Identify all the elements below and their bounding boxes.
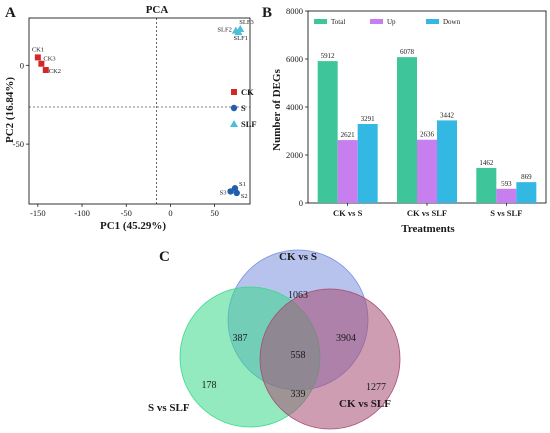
bar-up — [496, 188, 517, 203]
bar-legend: Total Up Down — [314, 18, 461, 26]
bar-legend-swatch-total — [314, 19, 327, 24]
pca-x-axis-title: PC1 (45.29%) — [100, 220, 166, 232]
pca-point-label: CK2 — [49, 68, 61, 75]
pca-x-tick-label: -50 — [121, 208, 132, 218]
pca-x-tick-label: 50 — [210, 208, 219, 218]
pca-point-ck1 — [34, 54, 41, 61]
bar-x-tick-label: S vs SLF — [490, 208, 522, 218]
bar-value-label: 2621 — [341, 131, 356, 139]
pca-legend-label: SLF — [241, 119, 257, 129]
bar-legend-swatch-up — [370, 19, 383, 24]
bar-value-label: 3442 — [440, 111, 455, 119]
pca-point-label: SLF2 — [217, 27, 231, 34]
pca-point-label: SLF1 — [234, 35, 248, 42]
bar-up — [337, 140, 358, 203]
pca-point-s2 — [233, 189, 240, 197]
pca-x-tick-label: -150 — [30, 208, 46, 218]
bar-legend-label: Down — [443, 18, 461, 26]
pca-point-ck3 — [38, 60, 45, 67]
pca-legend-marker-slf — [230, 120, 238, 127]
pca-y-tick-label: 0 — [20, 60, 24, 70]
pca-y-tick-label: -50 — [13, 139, 24, 149]
bar-x-axis-title: Treatments — [401, 223, 455, 235]
venn-region-count: 558 — [291, 350, 306, 361]
pca-panel: A PCA -150 -100 -50 0 50 -50 0 PC1 (45.29%) P… — [4, 4, 257, 232]
bar-value-label: 593 — [501, 180, 512, 188]
bar-total — [397, 57, 417, 204]
panel-letter-c: C — [159, 249, 170, 265]
pca-legend-label: S — [241, 103, 246, 113]
bar-x-tick-label: CK vs SLF — [407, 208, 447, 218]
venn-circle — [259, 288, 401, 430]
bar-up — [417, 139, 437, 203]
pca-point-ck2 — [42, 67, 49, 74]
pca-legend-marker-s — [230, 104, 238, 112]
pca-title: PCA — [146, 4, 169, 16]
pca-x-tick-label: -100 — [74, 208, 90, 218]
bar-legend-swatch-down — [426, 19, 439, 24]
venn-diagram: CK vs S S vs SLF CK vs SLF 1063 178 1277 387 39… — [148, 249, 401, 430]
bar-legend-label: Total — [331, 18, 345, 26]
pca-legend: CK S SLF — [230, 87, 257, 129]
bar-total — [476, 167, 497, 203]
pca-point-slf1 — [234, 28, 243, 36]
venn-region-count: 178 — [202, 380, 217, 391]
pca-x-tick-label: 0 — [168, 208, 172, 218]
bar-y-axis-title: Number of DEGs — [271, 68, 283, 150]
bar-y-ticks: 0 2000 4000 6000 8000 — [286, 6, 308, 208]
bar-value-label: 5912 — [321, 52, 336, 60]
bar-value-label: 869 — [521, 173, 532, 181]
pca-point-label: S1 — [239, 181, 246, 188]
bar-bars: 5912 2621 3291 6078 2636 3442 1462 593 869 — [317, 48, 537, 204]
pca-point-label: CK3 — [43, 56, 55, 63]
venn-set-label: CK vs S — [279, 251, 317, 263]
bar-y-tick-label: 4000 — [286, 102, 303, 112]
pca-legend-label: CK — [241, 87, 254, 97]
pca-legend-marker-ck — [231, 89, 237, 95]
pca-y-ticks: -50 0 — [13, 60, 29, 149]
venn-region-count: 3904 — [336, 333, 356, 344]
pca-point-label: S2 — [241, 193, 248, 200]
panel-letter-a: A — [5, 5, 16, 21]
bar-y-tick-label: 6000 — [286, 54, 303, 64]
bar-x-tick-label: CK vs S — [333, 208, 363, 218]
bar-y-tick-label: 8000 — [286, 6, 303, 16]
venn-panel: C CK vs S S vs SLF CK vs SLF 1063 178 1277 387… — [148, 249, 401, 430]
pca-point-label: CK1 — [32, 46, 44, 53]
panel-letter-b: B — [262, 5, 272, 21]
pca-x-ticks: -150 -100 -50 0 50 — [30, 204, 219, 218]
venn-region-count: 387 — [233, 333, 248, 344]
bar-value-label: 2636 — [420, 131, 435, 139]
bar-value-label: 1462 — [479, 159, 494, 167]
bar-down — [437, 120, 457, 203]
bar-down — [357, 124, 378, 203]
venn-region-count: 339 — [291, 389, 306, 400]
pca-point-s3 — [227, 188, 234, 195]
venn-region-count: 1277 — [366, 382, 386, 393]
venn-set-label: CK vs SLF — [339, 398, 391, 410]
venn-region-count: 1063 — [288, 290, 308, 301]
bar-legend-label: Up — [387, 18, 396, 26]
bar-y-tick-label: 0 — [299, 198, 303, 208]
bar-value-label: 3291 — [361, 115, 376, 123]
bar-total — [317, 61, 338, 203]
pca-point-label: SLF3 — [239, 19, 253, 26]
venn-set-label: S vs SLF — [148, 402, 190, 414]
bar-value-label: 6078 — [400, 48, 415, 56]
pca-point-label: S3 — [220, 189, 227, 196]
deg-bar-panel: B 0 2000 4000 6000 8000 5912 2621 3291 6078 2636… — [262, 5, 547, 235]
pca-y-axis-title: PC2 (16.84%) — [4, 77, 16, 143]
bar-down — [516, 182, 537, 203]
bar-x-ticks: CK vs S CK vs SLF S vs SLF — [333, 203, 522, 218]
pca-plot-frame — [28, 17, 251, 205]
bar-y-tick-label: 2000 — [286, 150, 303, 160]
